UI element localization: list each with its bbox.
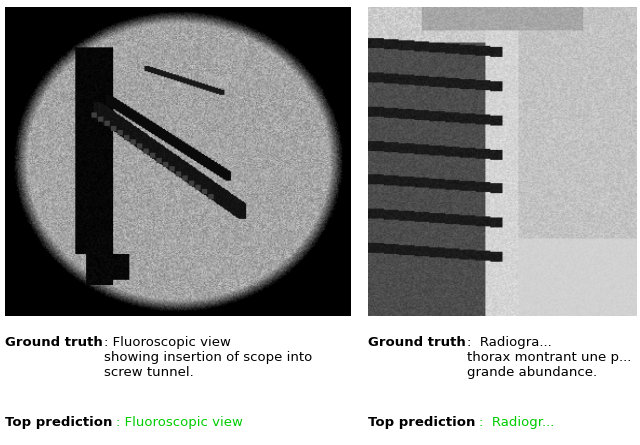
Text: : Fluoroscopic view: : Fluoroscopic view [116,416,243,429]
Text: :  Radiogr...: : Radiogr... [479,416,554,429]
Text: :  Radiogra...
thorax montrant une p...
grande abundance.: : Radiogra... thorax montrant une p... g… [467,336,632,379]
Text: Top prediction: Top prediction [368,416,476,429]
Text: Ground truth: Ground truth [368,336,466,349]
Text: Ground truth: Ground truth [5,336,103,349]
Text: Top prediction: Top prediction [5,416,113,429]
Text: : Fluoroscopic view
showing insertion of scope into
screw tunnel.: : Fluoroscopic view showing insertion of… [104,336,312,379]
